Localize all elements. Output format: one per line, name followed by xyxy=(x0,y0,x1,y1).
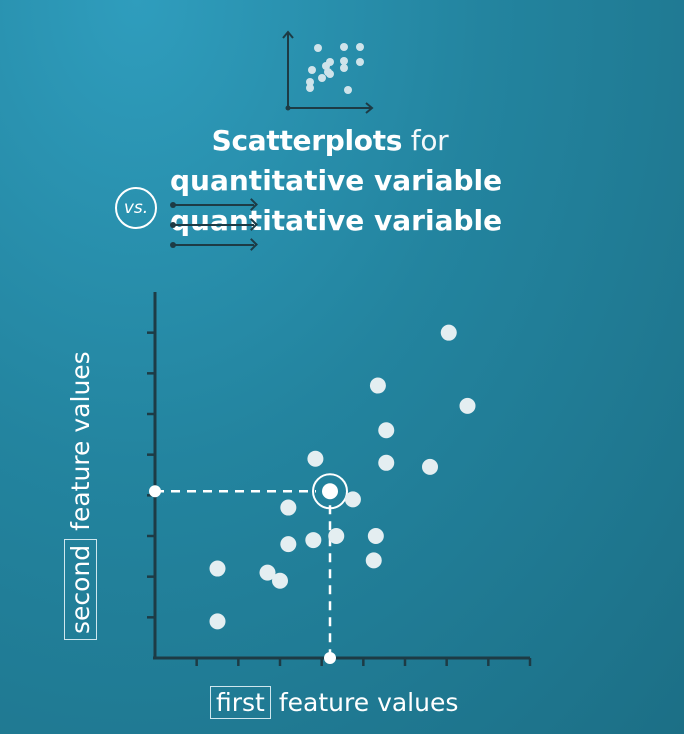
scatter-point xyxy=(209,613,226,630)
scatter-point xyxy=(259,564,276,581)
arrow-icon xyxy=(170,222,254,228)
scatter-point xyxy=(305,532,322,549)
scatter-point xyxy=(307,450,324,467)
y-axis-label: second feature values xyxy=(64,351,97,640)
title-for: for xyxy=(410,124,449,157)
scatter-point xyxy=(367,528,384,544)
scatter-point xyxy=(272,572,288,589)
x-axis-label-boxed: first xyxy=(210,686,271,719)
title-line-1: Scatterplots for xyxy=(162,124,498,157)
arrow-icon xyxy=(170,242,254,248)
scatter-point xyxy=(440,324,457,341)
y-axis-marker xyxy=(149,485,161,498)
arrow-icon xyxy=(170,202,254,208)
scatter-point xyxy=(378,422,395,439)
scatter-point xyxy=(422,458,438,475)
scatter-point xyxy=(280,536,297,553)
y-axis-label-boxed: second xyxy=(64,538,97,640)
title-block: Scatterplots for quantitative variable q… xyxy=(100,124,560,248)
scatter-point xyxy=(280,499,297,516)
scatterplot-icon xyxy=(282,30,374,114)
scatter-point xyxy=(344,491,361,508)
x-axis-label: first feature values xyxy=(210,686,458,719)
scatter-point xyxy=(459,397,476,414)
scatter-point xyxy=(209,560,226,577)
highlight-ring xyxy=(312,473,348,510)
scatter-point xyxy=(328,528,345,544)
scatter-point xyxy=(369,377,386,394)
x-axis-marker xyxy=(324,652,336,664)
highlight-guides xyxy=(149,473,348,664)
title-line-2: quantitative variable xyxy=(170,164,503,197)
title-line-3: quantitative variable xyxy=(170,204,503,237)
chart-axes xyxy=(147,292,532,666)
chart-points xyxy=(209,324,476,630)
vs-badge: vs. xyxy=(115,187,157,229)
scatter-point xyxy=(365,552,382,569)
highlight-point xyxy=(322,483,338,500)
title-main: Scatterplots xyxy=(211,124,403,157)
y-axis-label-rest: feature values xyxy=(66,351,95,531)
scatter-point xyxy=(378,454,395,471)
x-axis-label-rest: feature values xyxy=(278,688,459,717)
